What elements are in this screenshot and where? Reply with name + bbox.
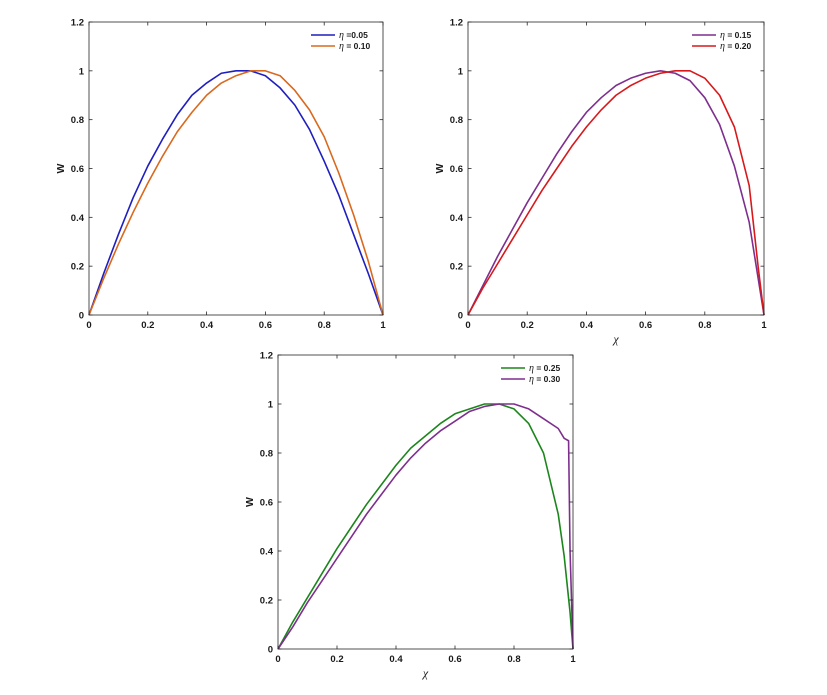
y-tick-label: 0.4 bbox=[71, 213, 85, 224]
y-tick-label: 0.8 bbox=[450, 115, 463, 126]
chart-3: 0 0.2 0.4 0.6 0.8 1 0 0.2 0.4 0.6 0.8 1 1.2 Wχ η = 0.2… bbox=[244, 351, 576, 681]
y-tick-label: 1 bbox=[458, 66, 464, 77]
y-tick-label: 0.6 bbox=[71, 164, 84, 175]
plot-frame bbox=[88, 21, 384, 316]
plot-frame bbox=[277, 354, 574, 650]
legend-value: = 0.20 bbox=[725, 41, 752, 51]
legend: η = 0.15η = 0.20 bbox=[692, 30, 751, 52]
legend-value: = 0.30 bbox=[534, 374, 561, 384]
legend: η =0.05η = 0.10 bbox=[311, 30, 370, 52]
x-tick-label: 0.6 bbox=[448, 654, 461, 665]
x-tick-label: 0.4 bbox=[389, 654, 403, 665]
x-tick-label: 1 bbox=[380, 320, 386, 331]
x-tick-label: 0.6 bbox=[639, 320, 652, 331]
legend-value: = 0.10 bbox=[344, 41, 371, 51]
x-tick-label: 0 bbox=[465, 320, 470, 331]
legend-value: =0.05 bbox=[344, 30, 368, 40]
y-tick-label: 1 bbox=[79, 66, 85, 77]
y-tick-label: 0.8 bbox=[260, 449, 273, 460]
chart-1: 0 0.2 0.4 0.6 0.8 1 0 0.2 0.4 0.6 0.8 1 1.2 Wη =0.05η… bbox=[55, 18, 386, 332]
y-tick-label: 1.2 bbox=[71, 18, 84, 29]
y-axis-label: W bbox=[434, 163, 446, 173]
legend-entry: η = 0.20 bbox=[720, 41, 751, 52]
chart-2: 0 0.2 0.4 0.6 0.8 1 0 0.2 0.4 0.6 0.8 1 1.2 Wχ η = 0.1… bbox=[434, 18, 767, 347]
y-tick-label: 0.2 bbox=[260, 596, 273, 607]
y-tick-label: 1.2 bbox=[260, 351, 273, 362]
series-line-2 bbox=[277, 403, 574, 650]
series-line-1 bbox=[467, 70, 765, 316]
y-tick-label: 0.6 bbox=[450, 164, 463, 175]
legend-eta: η bbox=[720, 30, 725, 41]
legend-value: = 0.25 bbox=[534, 363, 561, 373]
x-tick-label: 0.6 bbox=[259, 320, 272, 331]
series-line-2 bbox=[88, 70, 384, 316]
y-tick-label: 0 bbox=[268, 645, 273, 656]
y-tick-label: 0.6 bbox=[260, 498, 273, 509]
x-tick-label: 1 bbox=[761, 320, 767, 331]
x-tick-label: 0.4 bbox=[580, 320, 594, 331]
legend-entry: η = 0.10 bbox=[339, 41, 370, 52]
x-tick-label: 0 bbox=[275, 654, 280, 665]
series-line-2 bbox=[467, 70, 765, 316]
x-tick-label: 0.8 bbox=[698, 320, 711, 331]
legend-eta: η bbox=[529, 374, 534, 385]
y-tick-label: 0 bbox=[458, 311, 463, 322]
x-tick-label: 0.2 bbox=[521, 320, 534, 331]
plot-frame bbox=[467, 21, 765, 316]
legend-eta: η bbox=[720, 41, 725, 52]
y-tick-label: 0.8 bbox=[71, 115, 84, 126]
legend-entry: η = 0.15 bbox=[720, 30, 751, 41]
x-axis-label: χ bbox=[612, 332, 619, 346]
y-tick-label: 0.2 bbox=[450, 262, 463, 273]
series-line-1 bbox=[277, 403, 574, 650]
y-tick-label: 0 bbox=[79, 311, 84, 322]
y-tick-label: 0.4 bbox=[450, 213, 464, 224]
x-tick-label: 0.4 bbox=[200, 320, 214, 331]
y-tick-label: 1.2 bbox=[450, 18, 463, 29]
x-tick-label: 1 bbox=[570, 654, 576, 665]
legend-entry: η = 0.30 bbox=[529, 374, 560, 385]
x-tick-label: 0.2 bbox=[330, 654, 343, 665]
legend: η = 0.25η = 0.30 bbox=[501, 363, 560, 385]
series-line-1 bbox=[88, 70, 384, 316]
y-axis-label: W bbox=[55, 163, 67, 173]
x-tick-label: 0.8 bbox=[507, 654, 520, 665]
legend-eta: η bbox=[339, 41, 344, 52]
x-axis-label: χ bbox=[422, 666, 429, 680]
x-tick-label: 0.8 bbox=[318, 320, 331, 331]
x-tick-label: 0.2 bbox=[141, 320, 154, 331]
legend-entry: η = 0.25 bbox=[529, 363, 560, 374]
y-tick-label: 0.4 bbox=[260, 547, 274, 558]
y-tick-label: 0.2 bbox=[71, 262, 84, 273]
y-tick-label: 1 bbox=[268, 400, 274, 411]
y-axis-label: W bbox=[244, 497, 256, 507]
x-tick-label: 0 bbox=[86, 320, 91, 331]
legend-eta: η bbox=[529, 363, 534, 374]
legend-value: = 0.15 bbox=[725, 30, 752, 40]
legend-eta: η bbox=[339, 30, 344, 41]
legend-entry: η =0.05 bbox=[339, 30, 368, 41]
